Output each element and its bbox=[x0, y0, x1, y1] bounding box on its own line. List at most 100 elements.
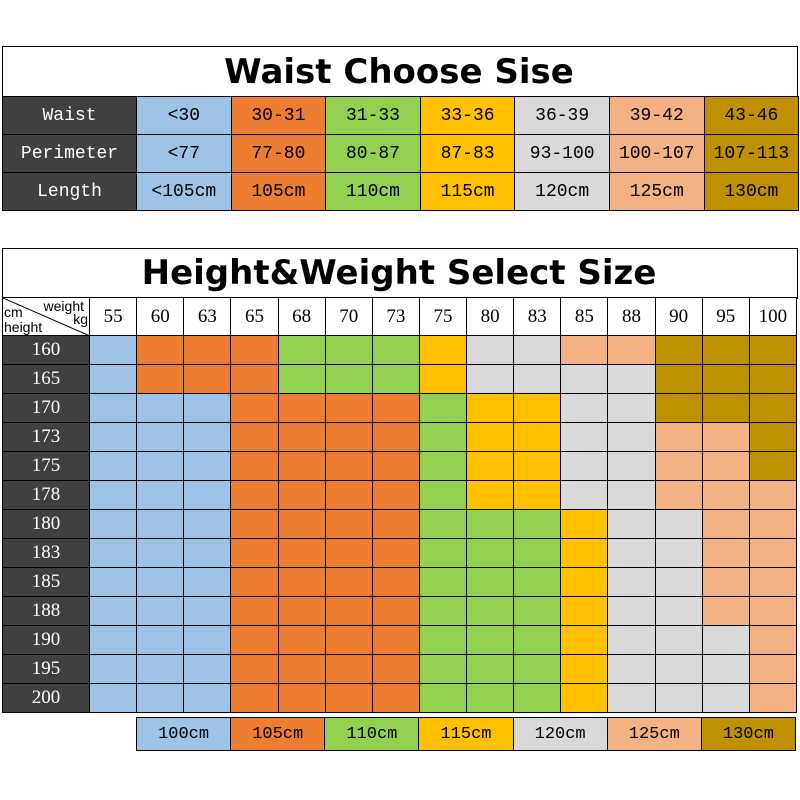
height-row: 170 bbox=[2, 393, 797, 423]
size-cell bbox=[324, 683, 373, 713]
size-cell bbox=[560, 422, 609, 452]
size-cell bbox=[654, 422, 703, 452]
size-cell bbox=[654, 480, 703, 510]
weight-header: 70 bbox=[324, 297, 373, 336]
size-cell bbox=[513, 393, 562, 423]
size-cell bbox=[277, 364, 326, 394]
size-legend: 100cm 105cm 110cm 115cm 120cm 125cm 130cm bbox=[135, 717, 797, 751]
height-row: 178 bbox=[2, 480, 797, 510]
size-cell bbox=[371, 364, 420, 394]
size-cell: 130cm bbox=[703, 172, 800, 211]
weight-header: 63 bbox=[183, 297, 232, 336]
size-cell bbox=[513, 625, 562, 655]
legend-item: 130cm bbox=[700, 717, 797, 751]
size-cell bbox=[418, 596, 468, 626]
size-cell bbox=[513, 538, 562, 568]
size-cell bbox=[701, 451, 750, 481]
size-cell bbox=[136, 480, 185, 510]
size-cell: 87-83 bbox=[419, 134, 516, 173]
size-cell bbox=[701, 393, 750, 423]
size-cell bbox=[183, 451, 232, 481]
size-cell bbox=[371, 393, 420, 423]
size-cell: <30 bbox=[136, 96, 232, 135]
size-cell bbox=[748, 538, 797, 568]
size-cell bbox=[136, 625, 185, 655]
waist-table-row: Perimeter <77 77-80 80-87 87-83 93-100 100-107… bbox=[2, 134, 800, 173]
size-cell bbox=[88, 509, 138, 539]
size-cell bbox=[654, 654, 703, 684]
size-cell bbox=[654, 625, 703, 655]
size-cell bbox=[560, 538, 609, 568]
size-cell bbox=[183, 480, 232, 510]
height-row: 195 bbox=[2, 654, 797, 684]
size-cell bbox=[560, 451, 609, 481]
size-cell bbox=[560, 683, 609, 713]
size-cell bbox=[748, 596, 797, 626]
size-cell bbox=[136, 335, 185, 365]
size-cell: 93-100 bbox=[514, 134, 610, 173]
height-row: 190 bbox=[2, 625, 797, 655]
size-cell bbox=[183, 393, 232, 423]
height-row: 180 bbox=[2, 509, 797, 539]
size-cell bbox=[136, 364, 185, 394]
size-cell bbox=[607, 422, 656, 452]
size-cell bbox=[607, 538, 656, 568]
size-cell bbox=[324, 364, 373, 394]
size-cell bbox=[701, 683, 750, 713]
size-cell bbox=[230, 393, 279, 423]
size-cell: 31-33 bbox=[325, 96, 421, 135]
size-cell bbox=[230, 509, 279, 539]
size-cell bbox=[136, 538, 185, 568]
size-cell bbox=[701, 422, 750, 452]
legend-item: 110cm bbox=[324, 717, 420, 751]
size-cell bbox=[183, 596, 232, 626]
size-cell bbox=[513, 683, 562, 713]
size-cell bbox=[654, 538, 703, 568]
size-cell bbox=[560, 480, 609, 510]
size-cell bbox=[607, 596, 656, 626]
size-cell bbox=[418, 509, 468, 539]
weight-header: 65 bbox=[230, 297, 279, 336]
size-cell bbox=[371, 422, 420, 452]
size-cell bbox=[748, 654, 797, 684]
size-cell bbox=[230, 422, 279, 452]
size-cell: 33-36 bbox=[419, 96, 516, 135]
size-cell bbox=[371, 335, 420, 365]
size-cell bbox=[465, 596, 515, 626]
size-cell bbox=[277, 422, 326, 452]
size-cell bbox=[465, 625, 515, 655]
waist-table-title: Waist Choose Sise bbox=[224, 52, 574, 92]
size-cell bbox=[418, 480, 468, 510]
size-cell bbox=[183, 364, 232, 394]
size-cell bbox=[324, 596, 373, 626]
size-cell bbox=[701, 509, 750, 539]
size-cell bbox=[324, 451, 373, 481]
size-cell bbox=[465, 567, 515, 597]
size-cell bbox=[607, 480, 656, 510]
weight-header: 73 bbox=[371, 297, 420, 336]
size-cell bbox=[324, 509, 373, 539]
size-cell bbox=[513, 335, 562, 365]
size-cell: 107-113 bbox=[703, 134, 800, 173]
weight-header: 60 bbox=[136, 297, 185, 336]
size-cell bbox=[371, 625, 420, 655]
size-cell bbox=[418, 364, 468, 394]
size-cell bbox=[418, 451, 468, 481]
weight-header: 55 bbox=[88, 297, 138, 336]
size-cell bbox=[701, 625, 750, 655]
size-cell bbox=[465, 451, 515, 481]
size-cell bbox=[230, 625, 279, 655]
size-cell bbox=[324, 567, 373, 597]
size-cell bbox=[136, 422, 185, 452]
size-cell bbox=[371, 683, 420, 713]
size-cell bbox=[560, 335, 609, 365]
size-cell bbox=[230, 683, 279, 713]
size-cell bbox=[513, 422, 562, 452]
height-row: 173 bbox=[2, 422, 797, 452]
size-cell bbox=[88, 393, 138, 423]
size-cell bbox=[465, 683, 515, 713]
height-header: 165 bbox=[2, 364, 90, 394]
size-cell: 80-87 bbox=[325, 134, 421, 173]
legend-item: 115cm bbox=[418, 717, 514, 751]
size-cell bbox=[277, 683, 326, 713]
